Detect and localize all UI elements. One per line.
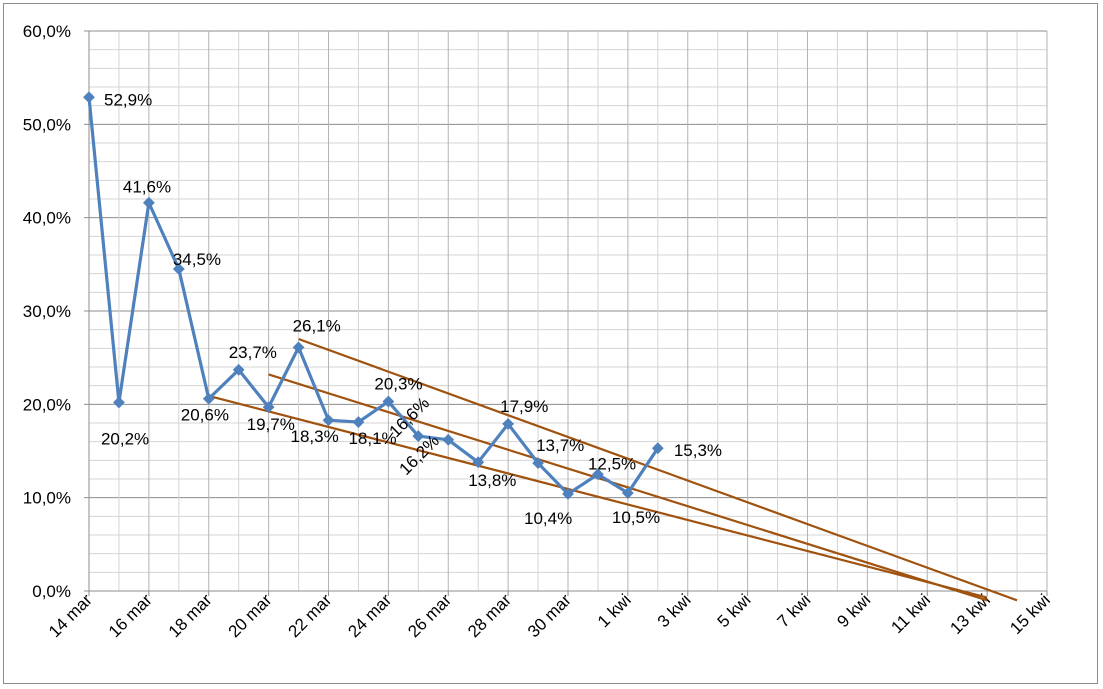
y-tick-label: 50,0% xyxy=(23,115,71,134)
data-point-marker xyxy=(472,456,485,469)
data-point-marker xyxy=(532,457,544,470)
data-label: 17,9% xyxy=(500,397,548,416)
data-point-marker xyxy=(651,442,664,455)
data-label: 18,1% xyxy=(348,429,396,448)
trendline xyxy=(208,394,988,599)
x-tick-label: 16 mar xyxy=(105,590,156,641)
trendline xyxy=(298,337,1018,602)
data-label: 23,7% xyxy=(229,343,277,362)
y-tick-label: 30,0% xyxy=(23,302,71,321)
data-label: 18,3% xyxy=(291,427,339,446)
data-point-marker xyxy=(621,487,634,499)
data-label: 20,3% xyxy=(374,375,422,394)
y-tick-label: 40,0% xyxy=(23,209,71,228)
y-tick-label: 20,0% xyxy=(23,395,71,414)
data-label: 26,1% xyxy=(293,316,341,335)
data-label: 34,5% xyxy=(173,250,221,269)
series-line xyxy=(87,97,660,496)
x-tick-label: 20 mar xyxy=(225,590,276,641)
x-axis-ticks: 14 mar 16 mar 18 mar 20 mar 22 mar 24 mar 26 m… xyxy=(45,590,1054,641)
data-label: 13,8% xyxy=(468,471,516,490)
x-tick-label: 11 kwi xyxy=(887,590,934,637)
data-label: 10,4% xyxy=(524,509,572,528)
data-label: 13,7% xyxy=(536,436,584,455)
data-point-marker xyxy=(352,416,365,428)
data-labels: 52,9% 20,2% 41,6% 34,5% 20,6% 23,7% 19,7% 26,1%… xyxy=(101,90,722,528)
data-point-marker xyxy=(172,263,185,275)
x-tick-label: 15 kwi xyxy=(1006,590,1054,638)
x-tick-label: 24 mar xyxy=(344,590,395,641)
data-point-marker xyxy=(382,395,395,408)
data-label: 20,2% xyxy=(101,429,149,448)
data-point-marker xyxy=(202,392,215,405)
data-point-marker xyxy=(592,468,604,481)
data-point-marker xyxy=(83,91,95,104)
chart-frame xyxy=(3,3,1098,684)
data-point-marker xyxy=(142,196,155,209)
y-axis-ticks: 0,0% 10,0% 20,0% 30,0% 40,0% 50,0% 60,0% xyxy=(23,22,89,601)
x-tick-label: 22 mar xyxy=(284,590,335,641)
data-label: 52,9% xyxy=(104,90,152,109)
data-point-marker xyxy=(502,418,515,430)
data-point-marker xyxy=(322,414,335,427)
y-tick-label: 60,0% xyxy=(23,22,71,41)
x-tick-label: 1 kwi xyxy=(594,590,635,631)
x-tick-label: 28 mar xyxy=(464,590,515,641)
x-tick-label: 5 kwi xyxy=(714,590,755,631)
data-point-marker xyxy=(412,430,425,442)
data-label: 19,7% xyxy=(247,415,295,434)
data-label: 12,5% xyxy=(588,454,636,473)
x-tick-label: 7 kwi xyxy=(774,590,815,631)
x-tick-label: 3 kwi xyxy=(654,590,695,631)
x-tick-label: 30 mar xyxy=(524,590,575,641)
grid-lines xyxy=(88,30,1048,592)
series xyxy=(83,91,664,500)
data-label: 41,6% xyxy=(123,178,171,197)
data-point-marker xyxy=(562,488,574,500)
data-label: 10,5% xyxy=(612,508,660,527)
data-point-marker xyxy=(113,396,125,409)
data-label: 15,3% xyxy=(674,441,722,460)
x-tick-label: 18 mar xyxy=(165,590,216,641)
data-point-marker xyxy=(292,341,305,354)
data-point-marker xyxy=(262,401,275,414)
data-point-marker xyxy=(442,433,455,446)
data-point-marker xyxy=(232,363,245,376)
data-label: 20,6% xyxy=(181,406,229,425)
y-tick-label: 0,0% xyxy=(32,582,71,601)
y-tick-label: 10,0% xyxy=(23,489,71,508)
x-tick-label: 26 mar xyxy=(404,590,455,641)
x-tick-label: 9 kwi xyxy=(833,590,874,631)
